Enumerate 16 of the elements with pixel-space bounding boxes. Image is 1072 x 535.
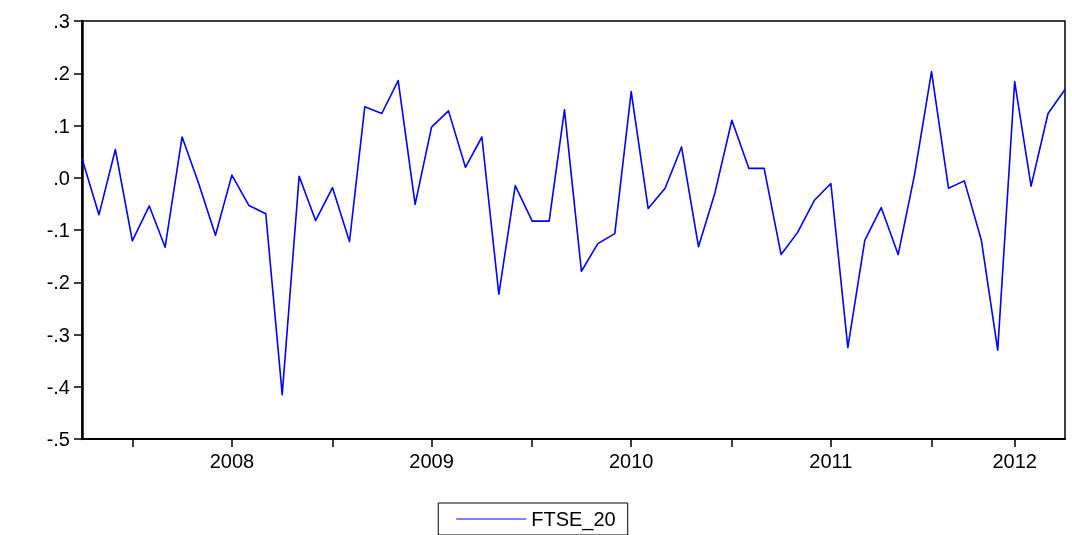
x-tick-label: 2009 <box>409 450 454 472</box>
x-tick-label: 2011 <box>809 450 853 472</box>
y-tick-label: .0 <box>53 166 70 189</box>
y-tick-label: -.3 <box>46 323 70 346</box>
x-tick-label: 2012 <box>992 450 1037 472</box>
y-tick-label: -.4 <box>46 375 70 398</box>
y-tick-label: .3 <box>53 10 70 32</box>
y-tick-label: -.2 <box>46 271 70 294</box>
legend-label: FTSE_20 <box>531 508 616 531</box>
y-tick-label: -.1 <box>46 219 70 241</box>
line-series <box>81 70 1066 396</box>
x-tick-label: 2008 <box>209 450 255 472</box>
y-tick-label: -.5 <box>46 428 70 450</box>
x-tick-label: 2010 <box>608 450 654 472</box>
y-tick-label: .1 <box>53 114 70 137</box>
y-tick-label: .2 <box>53 62 70 85</box>
